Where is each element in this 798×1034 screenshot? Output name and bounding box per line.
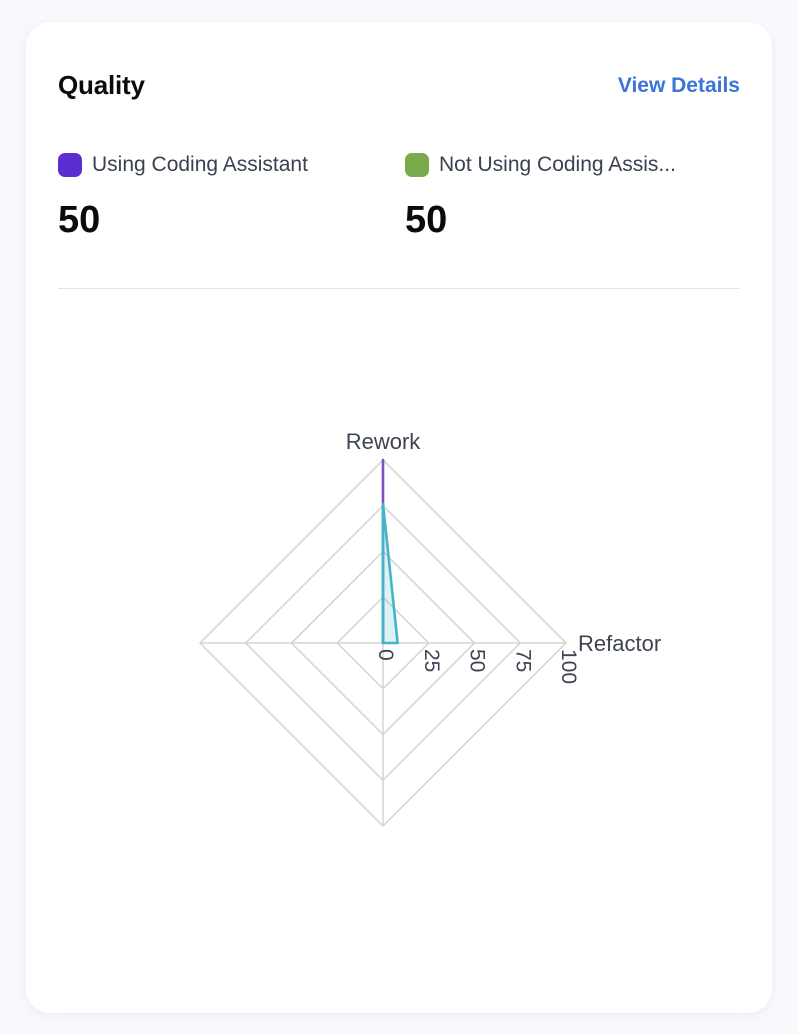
card-header: Quality View Details (58, 70, 740, 101)
metric-value-not-using-coding-assistant: 50 (405, 199, 448, 241)
svg-text:0: 0 (374, 649, 397, 661)
svg-text:Rework: Rework (346, 429, 422, 454)
legend-item-using-coding-assistant[interactable]: Using Coding Assistant (58, 153, 405, 177)
radar-chart-svg: 0 25 50 75 100 Rework Refactor (198, 429, 661, 828)
legend-swatch-purple-icon (58, 153, 82, 177)
legend-row: Using Coding Assistant Not Using Coding … (58, 153, 740, 177)
quality-card: Quality View Details Using Coding Assist… (26, 22, 772, 1013)
page-title: Quality (58, 70, 145, 100)
legend-label: Using Coding Assistant (92, 153, 308, 176)
metric-values-row: 50 50 (58, 199, 740, 242)
legend-item-not-using-coding-assistant[interactable]: Not Using Coding Assis... (405, 153, 740, 177)
svg-text:25: 25 (420, 649, 443, 672)
legend-label: Not Using Coding Assis... (439, 153, 676, 176)
radar-chart: 0 25 50 75 100 Rework Refactor (58, 289, 740, 979)
svg-text:50: 50 (466, 649, 489, 672)
legend-swatch-green-icon (405, 153, 429, 177)
svg-text:Refactor: Refactor (578, 631, 661, 656)
svg-text:75: 75 (511, 649, 534, 672)
svg-text:100: 100 (557, 649, 580, 684)
metric-value-using-coding-assistant: 50 (58, 199, 101, 241)
view-details-link[interactable]: View Details (617, 73, 740, 97)
divider (58, 288, 740, 289)
